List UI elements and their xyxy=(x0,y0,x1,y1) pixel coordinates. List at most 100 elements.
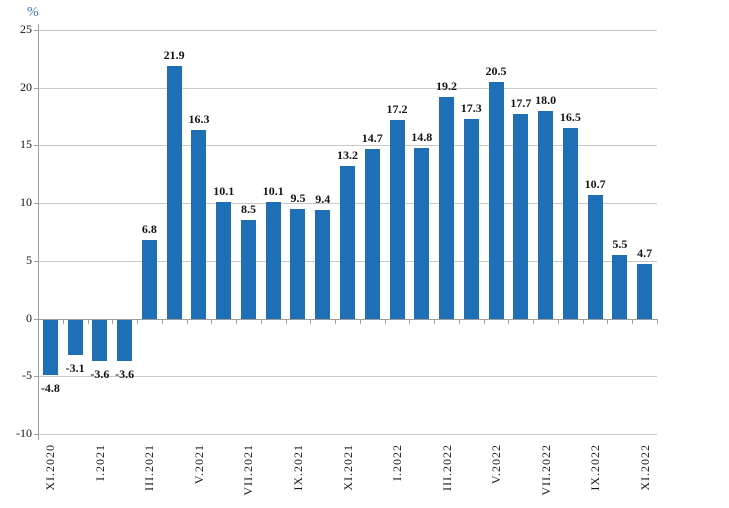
bar xyxy=(117,319,133,362)
x-axis-tick xyxy=(285,318,287,324)
x-axis-tick xyxy=(533,318,535,324)
bar-value-label: 10.1 xyxy=(262,183,284,198)
bar-value-label: 10.7 xyxy=(584,177,606,192)
x-axis-tick xyxy=(87,318,89,324)
bar-value-label: 18.0 xyxy=(535,92,557,107)
bar-value-label: -4.8 xyxy=(40,380,60,395)
bar xyxy=(141,240,157,319)
y-axis-tick xyxy=(34,145,38,147)
gridline xyxy=(38,434,657,435)
gridline xyxy=(38,87,657,89)
bar-value-label: 14.8 xyxy=(411,129,433,144)
x-axis-tick xyxy=(458,318,460,324)
x-axis-tick xyxy=(632,318,634,324)
x-axis-tick xyxy=(335,318,337,324)
x-axis-tick xyxy=(508,318,510,324)
y-axis-tick xyxy=(34,434,38,435)
x-tick-label: XI.2020 xyxy=(43,444,58,491)
bar xyxy=(637,264,653,319)
bar-value-label: 16.3 xyxy=(188,112,210,127)
bar xyxy=(290,208,306,319)
y-tick-label: -10 xyxy=(16,426,32,440)
x-axis-tick xyxy=(260,318,262,324)
x-tick-label: IX.2022 xyxy=(588,444,603,491)
bar xyxy=(612,255,628,319)
x-axis-tick xyxy=(359,318,361,324)
bar xyxy=(488,81,504,319)
y-axis-line xyxy=(38,24,39,440)
y-axis-tick xyxy=(34,30,38,31)
x-axis-tick xyxy=(657,318,658,324)
bar-value-label: 4.7 xyxy=(637,246,653,261)
bar-value-label: 14.7 xyxy=(361,130,383,145)
x-tick-label: I.2021 xyxy=(92,444,107,481)
x-axis-tick xyxy=(582,318,584,324)
bar-value-label: 19.2 xyxy=(436,78,458,93)
x-axis-tick xyxy=(211,318,213,324)
x-axis-tick xyxy=(409,318,411,324)
bar xyxy=(389,120,405,319)
x-axis-tick xyxy=(434,318,436,324)
y-tick-label: 25 xyxy=(20,22,32,36)
bar xyxy=(364,148,380,319)
bar-value-label: 10.1 xyxy=(213,183,235,198)
bar xyxy=(166,65,182,319)
bar xyxy=(315,210,331,319)
x-axis-tick xyxy=(137,318,139,324)
y-axis-tick xyxy=(34,260,38,262)
gridline xyxy=(38,145,657,147)
bar xyxy=(216,201,232,319)
bar xyxy=(538,110,554,319)
bar xyxy=(587,195,603,319)
y-axis-tick xyxy=(34,87,38,89)
x-tick-label: IX.2021 xyxy=(290,444,305,491)
gridline xyxy=(38,376,657,378)
bar xyxy=(240,220,256,319)
bar-value-label: 17.7 xyxy=(510,96,532,111)
x-axis-tick xyxy=(557,318,559,324)
y-tick-label: 10 xyxy=(20,195,32,210)
x-tick-label: III.2022 xyxy=(439,444,454,491)
bar xyxy=(562,128,578,319)
y-tick-label: -5 xyxy=(22,368,32,383)
bar-value-label: 9.4 xyxy=(315,192,331,207)
gridline xyxy=(38,318,657,320)
y-tick-label: 20 xyxy=(20,79,32,94)
bar xyxy=(513,114,529,319)
y-axis-tick xyxy=(34,203,38,205)
bar xyxy=(92,319,108,362)
bar xyxy=(265,201,281,319)
y-tick-label: 5 xyxy=(26,252,32,267)
x-axis-tick xyxy=(483,318,485,324)
bar xyxy=(42,319,58,375)
bar-value-label: -3.6 xyxy=(90,367,110,382)
x-axis-tick xyxy=(62,318,64,324)
bar-value-label: 17.2 xyxy=(386,102,408,117)
bar-value-label: 21.9 xyxy=(163,47,185,62)
y-tick-label: 0 xyxy=(26,310,32,325)
x-axis-tick xyxy=(186,318,188,324)
x-axis-tick xyxy=(236,318,238,324)
bar-value-label: -3.1 xyxy=(65,361,85,376)
x-tick-label: V.2021 xyxy=(191,444,206,485)
bar xyxy=(191,130,207,319)
y-axis-tick xyxy=(34,376,38,378)
bar xyxy=(414,147,430,319)
x-tick-label: VII.2022 xyxy=(538,444,553,496)
bar-value-label: 6.8 xyxy=(141,222,157,237)
y-tick-label: 15 xyxy=(20,137,32,152)
gridline xyxy=(38,30,657,31)
bar-value-label: 16.5 xyxy=(559,110,581,125)
bar xyxy=(463,118,479,319)
bar-value-label: -3.6 xyxy=(115,367,135,382)
bar xyxy=(340,166,355,319)
y-axis-tick xyxy=(34,318,38,320)
x-axis-tick xyxy=(112,318,114,324)
bar-value-label: 9.5 xyxy=(290,190,306,205)
bar xyxy=(439,96,455,319)
bar-value-label: 20.5 xyxy=(485,63,507,78)
x-tick-label: I.2022 xyxy=(390,444,405,481)
bar-value-label: 8.5 xyxy=(240,202,256,217)
x-tick-label: VII.2021 xyxy=(241,444,256,496)
